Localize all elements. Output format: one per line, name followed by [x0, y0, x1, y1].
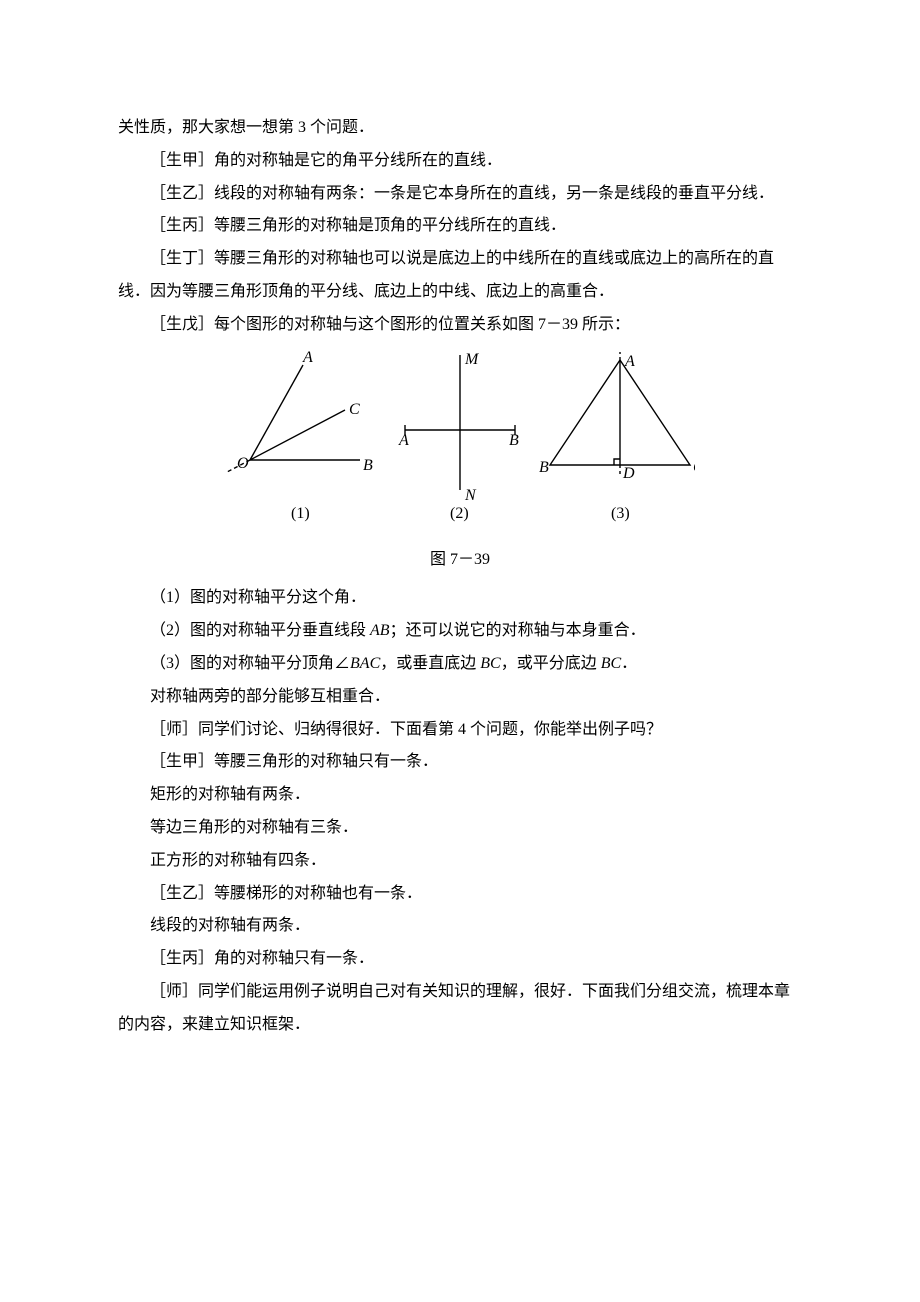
diagram-panel-3: A B C D (3)	[539, 352, 695, 522]
paragraph: 正方形的对称轴有四条．	[118, 845, 802, 878]
paragraph: ［师］同学们讨论、归纳得很好．下面看第 4 个问题，你能举出例子吗？	[118, 714, 802, 747]
paragraph: 矩形的对称轴有两条．	[118, 779, 802, 812]
figure-caption: 图 7－39	[118, 544, 802, 577]
svg-text:A: A	[624, 353, 635, 370]
figure-7-39: A C O B (1) M N A B (2)	[118, 350, 802, 540]
paragraph: 关性质，那大家想一想第 3 个问题．	[118, 112, 802, 145]
paragraph: ［生戊］每个图形的对称轴与这个图形的位置关系如图 7－39 所示：	[118, 309, 802, 342]
svg-text:(3): (3)	[611, 505, 630, 522]
document-page: 关性质，那大家想一想第 3 个问题． ［生甲］角的对称轴是它的角平分线所在的直线…	[0, 0, 920, 1302]
paragraph: ［生乙］等腰梯形的对称轴也有一条．	[118, 878, 802, 911]
text: ．	[621, 655, 637, 672]
svg-text:M: M	[464, 351, 480, 368]
paragraph: ［生甲］等腰三角形的对称轴只有一条．	[118, 746, 802, 779]
paragraph: ［生甲］角的对称轴是它的角平分线所在的直线．	[118, 145, 802, 178]
math-symbol: BC	[601, 655, 621, 672]
math-symbol: BC	[480, 655, 500, 672]
paragraph: （2）图的对称轴平分垂直线段 AB；还可以说它的对称轴与本身重合．	[118, 615, 802, 648]
svg-text:B: B	[509, 432, 519, 449]
paragraph: 线段的对称轴有两条．	[118, 910, 802, 943]
paragraph: （1）图的对称轴平分这个角．	[118, 582, 802, 615]
paragraph: ［生丙］角的对称轴只有一条．	[118, 943, 802, 976]
svg-text:(2): (2)	[450, 505, 469, 522]
paragraph: ［生乙］线段的对称轴有两条：一条是它本身所在的直线，另一条是线段的垂直平分线．	[118, 178, 802, 211]
text: ，或垂直底边	[380, 655, 480, 672]
math-symbol: AB	[370, 622, 390, 639]
svg-text:N: N	[464, 487, 477, 504]
svg-text:A: A	[398, 432, 409, 449]
paragraph: 对称轴两旁的部分能够互相重合．	[118, 681, 802, 714]
svg-text:A: A	[302, 350, 313, 366]
diagram-panel-1: A C O B (1)	[227, 350, 373, 522]
paragraph: 等边三角形的对称轴有三条．	[118, 812, 802, 845]
svg-text:C: C	[693, 459, 695, 476]
text: ，或平分底边	[501, 655, 601, 672]
text: ；还可以说它的对称轴与本身重合．	[390, 622, 646, 639]
geometry-diagram: A C O B (1) M N A B (2)	[225, 350, 695, 540]
text: （2）图的对称轴平分垂直线段	[150, 622, 370, 639]
text: （3）图的对称轴平分顶角∠	[150, 655, 350, 672]
paragraph: ［生丁］等腰三角形的对称轴也可以说是底边上的中线所在的直线或底边上的高所在的直线…	[118, 243, 802, 309]
paragraph: ［师］同学们能运用例子说明自己对有关知识的理解，很好．下面我们分组交流，梳理本章…	[118, 976, 802, 1042]
math-symbol: BAC	[350, 655, 380, 672]
paragraph: ［生丙］等腰三角形的对称轴是顶角的平分线所在的直线．	[118, 210, 802, 243]
svg-text:O: O	[237, 455, 249, 472]
paragraph: （3）图的对称轴平分顶角∠BAC，或垂直底边 BC，或平分底边 BC．	[118, 648, 802, 681]
svg-text:B: B	[539, 459, 549, 476]
diagram-panel-2: M N A B (2)	[398, 351, 519, 522]
svg-text:(1): (1)	[291, 505, 310, 522]
svg-text:D: D	[622, 465, 635, 482]
svg-text:B: B	[363, 457, 373, 474]
svg-text:C: C	[349, 401, 360, 418]
